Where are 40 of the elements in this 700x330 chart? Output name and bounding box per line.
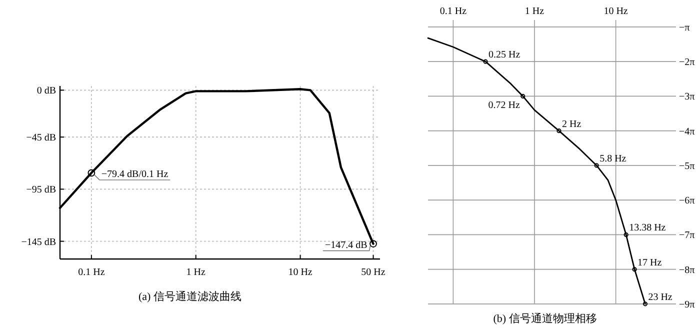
annotation: −79.4 dB/0.1 Hz <box>101 168 169 180</box>
y-tick-label: 0 dB <box>36 86 56 97</box>
annotation: −147.4 dB <box>322 240 377 252</box>
text: (a) 信号通道滤波曲线 <box>138 290 242 303</box>
x-tick-label: 0.1 Hz <box>440 6 468 17</box>
y-tick-label: −6π <box>679 196 695 207</box>
annotation: 17 Hz <box>638 257 662 268</box>
annotation: 13.38 Hz <box>624 222 666 237</box>
annotation: 2 Hz <box>562 118 582 130</box>
y-tick-label: −2π <box>679 57 695 68</box>
y-tick-label: −45 dB <box>26 132 56 144</box>
y-tick-label: −3π <box>679 92 695 103</box>
y-tick-label: −5π <box>679 160 695 172</box>
annotation: 0.72 Hz <box>488 100 520 112</box>
x-tick-label: 10 Hz <box>288 267 313 278</box>
annotation: 0.25 Hz <box>488 50 521 61</box>
y-tick-label: −9π <box>679 299 695 310</box>
annotation: 5.8 Hz <box>594 153 626 168</box>
annotation: 13.38 Hz <box>629 222 666 234</box>
x-tick-label: 1 Hz <box>524 6 545 17</box>
y-tick-label: −145 dB <box>21 236 56 248</box>
x-tick-label: 1 Hz <box>186 267 206 278</box>
annotation: −79.4 dB/0.1 Hz <box>88 168 171 180</box>
x-tick-label: 10 Hz <box>604 6 628 17</box>
annotation: −147.4 dB <box>324 240 368 251</box>
y-tick-label: −8π <box>679 264 695 276</box>
y-tick-label: −7π <box>679 230 695 242</box>
x-tick-label: 0.1 Hz <box>78 267 106 278</box>
text: (b) 信号通道物理相移 <box>493 312 597 325</box>
y-tick-label: −4π <box>679 126 695 138</box>
y-tick-label: −95 dB <box>26 184 56 196</box>
annotation: 0.25 Hz <box>483 50 520 64</box>
annotation: 23 Hz <box>648 292 673 303</box>
annotation: 23 Hz <box>642 292 672 306</box>
annotation: 5.8 Hz <box>600 153 627 164</box>
x-tick-label: 50 Hz <box>361 267 386 278</box>
annotation: 17 Hz <box>632 257 662 272</box>
annotation: 2 Hz <box>556 118 582 134</box>
annotation: 0.72 Hz <box>488 94 526 112</box>
y-tick-label: −π <box>679 22 690 34</box>
